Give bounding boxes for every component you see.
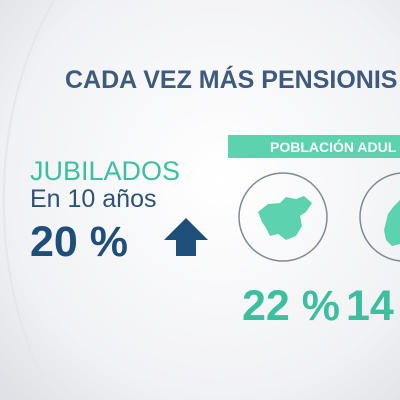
title: CADA VEZ MÁS PENSIONIS xyxy=(65,65,397,94)
period-label: En 10 años xyxy=(30,185,157,213)
map-shape xyxy=(258,196,312,240)
map-shape xyxy=(384,200,400,246)
decor-arc xyxy=(2,0,56,400)
banner-text: POBLACIÓN ADUL xyxy=(270,138,397,155)
jubilados-value: 20 % xyxy=(30,218,128,266)
up-arrow xyxy=(164,218,208,256)
region-value: 14 xyxy=(346,282,394,330)
banner xyxy=(228,135,400,158)
region-value: 22 % xyxy=(242,282,340,330)
map-circle xyxy=(238,172,328,262)
jubilados-label: JUBILADOS xyxy=(30,156,180,186)
map-circle xyxy=(359,172,400,262)
